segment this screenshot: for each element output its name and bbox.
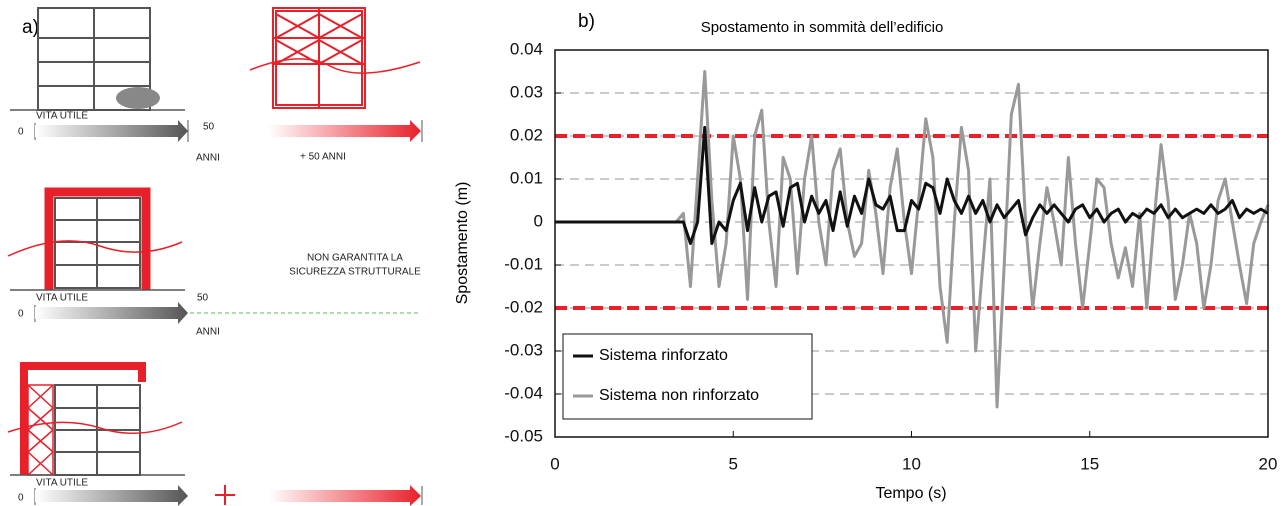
building — [54, 197, 141, 289]
braced-extension — [7, 362, 183, 476]
chart: b) Spostamento in sommità dell’edificio … — [454, 11, 1277, 502]
y-tick-label: -0.04 — [504, 383, 543, 402]
rubble — [116, 87, 160, 109]
y-tick-label: -0.01 — [504, 254, 543, 273]
y-tick-label: 0.03 — [510, 82, 543, 101]
unit-label: ANNI — [196, 153, 220, 164]
note: SICUREZZA STRUTTURALE — [289, 267, 421, 278]
y-tick-label: -0.05 — [504, 426, 543, 445]
end-label: 50 — [203, 122, 215, 133]
braced-building — [249, 7, 421, 109]
panel-label: a) — [22, 17, 39, 38]
y-tick-label: 0.01 — [510, 168, 543, 187]
x-tick-label: 20 — [1259, 454, 1278, 473]
legend-label: Sistema non rinforzato — [599, 387, 759, 404]
life-arrow — [35, 120, 188, 142]
x-tick-label: 10 — [902, 454, 921, 473]
life-arrow — [35, 302, 188, 324]
y-tick-label: 0.04 — [510, 39, 543, 58]
building — [54, 384, 141, 476]
y-tick-label: 0.02 — [510, 125, 543, 144]
unit-label: ANNI — [196, 327, 220, 338]
note: NON GARANTITA LA — [307, 253, 403, 264]
life-arrow — [35, 485, 188, 506]
x-tick-label: 5 — [729, 454, 738, 473]
y-tick-label: 0 — [534, 211, 543, 230]
extension-arrow — [268, 485, 421, 506]
x-axis-label: Tempo (s) — [875, 485, 946, 502]
x-tick-label: 0 — [550, 454, 559, 473]
panel-label: b) — [578, 11, 595, 32]
plot-frame — [554, 49, 1269, 438]
y-tick-label: -0.03 — [504, 340, 543, 359]
frame — [44, 187, 151, 290]
start-label: 0 — [18, 309, 24, 320]
extension-label: + 50 ANNI — [300, 152, 346, 163]
panel-a: a) VITA UTILE 0 50 ANNI + 50 ANNI — [7, 7, 423, 506]
start-label: 0 — [18, 127, 24, 138]
series-line — [555, 125, 1269, 245]
seismic-arrow — [7, 240, 183, 257]
end-label: 50 — [197, 293, 209, 304]
legend-label: Sistema rinforzato — [599, 347, 728, 364]
legend-box — [562, 333, 813, 420]
life-label: VITA UTILE — [36, 478, 88, 489]
plus — [215, 485, 235, 505]
x-tick-label: 15 — [1080, 454, 1099, 473]
life-label: VITA UTILE — [36, 293, 88, 304]
start-label: 0 — [18, 493, 24, 504]
y-axis-label: Spostamento (m) — [454, 182, 471, 305]
chart-title: Spostamento in sommità dell’edificio — [701, 19, 944, 36]
life-label: VITA UTILE — [36, 111, 88, 122]
extension-arrow — [268, 120, 421, 142]
y-tick-label: -0.02 — [504, 297, 543, 316]
